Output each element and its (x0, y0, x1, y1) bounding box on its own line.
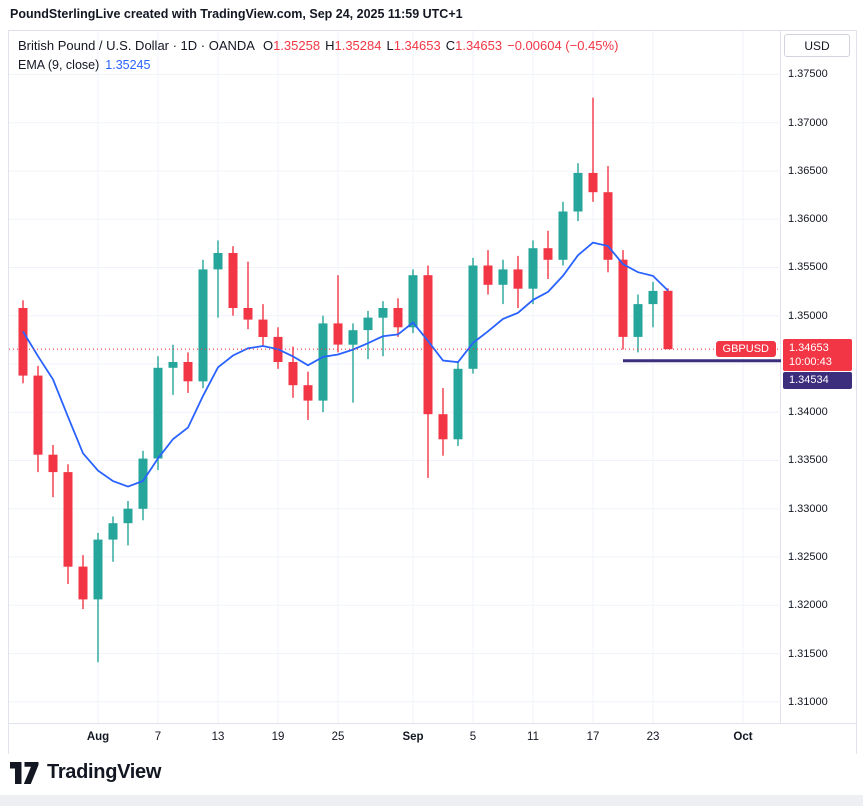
last-price-badge: 1.34653 10:00:43 (783, 339, 852, 371)
chart-legend: British Pound / U.S. Dollar · 1D · OANDA… (18, 38, 618, 72)
price-axis[interactable]: USD 1.37500 1.37000 1.36500 1.36000 1.35500 1… (781, 31, 856, 723)
chart-plot-area[interactable]: British Pound / U.S. Dollar · 1D · OANDA… (9, 31, 781, 723)
tradingview-logo-link[interactable]: TradingView (10, 761, 161, 784)
ohlc-high: H1.35284 (325, 38, 382, 53)
price-tick: 1.31500 (788, 648, 828, 660)
price-tick: 1.37000 (788, 117, 828, 129)
time-tick: Oct (733, 731, 753, 743)
price-tick: 1.36500 (788, 165, 828, 177)
price-tick: 1.32500 (788, 551, 828, 563)
price-tick: 1.33000 (788, 503, 828, 515)
candles (18, 97, 673, 663)
symbol-price-flag: GBPUSD (715, 341, 776, 357)
time-tick: 17 (586, 731, 600, 743)
price-change: −0.00604 (−0.45%) (507, 38, 619, 53)
ohlc-open: O1.35258 (262, 38, 321, 53)
attribution-text: PoundSterlingLive created with TradingVi… (10, 7, 463, 21)
price-tick: 1.37500 (788, 68, 828, 80)
time-tick: 13 (211, 731, 225, 743)
ohlc-low: L1.34653 (386, 38, 441, 53)
level-price-badge: 1.34534 (783, 372, 852, 389)
time-tick: 23 (646, 731, 660, 743)
chart-container: British Pound / U.S. Dollar · 1D · OANDA… (8, 30, 857, 754)
gridlines (9, 31, 781, 723)
time-tick: 7 (154, 731, 162, 743)
ema-line (22, 241, 669, 488)
bar-countdown: 10:00:43 (789, 356, 832, 368)
last-price-value: 1.34653 (789, 342, 829, 354)
time-axis[interactable]: Aug 7 13 19 25 Sep 5 11 17 23 Oct (9, 723, 856, 754)
time-tick: 5 (469, 731, 477, 743)
price-tick: 1.35500 (788, 261, 828, 273)
price-tick: 1.33500 (788, 454, 828, 466)
time-tick: 19 (271, 731, 285, 743)
price-tick: 1.34000 (788, 406, 828, 418)
ohlc-close: C1.34653 (445, 38, 503, 53)
currency-unit-button[interactable]: USD (784, 34, 850, 57)
price-tick: 1.32000 (788, 599, 828, 611)
price-tick: 1.31000 (788, 696, 828, 708)
tradingview-wordmark: TradingView (47, 761, 162, 783)
time-tick: 11 (527, 731, 539, 743)
tradingview-icon (10, 761, 39, 784)
indicator-label[interactable]: EMA (9, close) (18, 58, 100, 72)
indicator-value: 1.35245 (105, 58, 151, 72)
time-tick: 25 (331, 731, 345, 743)
time-tick: Aug (86, 731, 110, 743)
time-tick: Sep (402, 731, 424, 743)
price-tick: 1.36000 (788, 213, 828, 225)
price-tick: 1.35000 (788, 310, 828, 322)
symbol-title[interactable]: British Pound / U.S. Dollar · 1D · OANDA (18, 38, 255, 53)
candlestick-chart[interactable] (9, 31, 781, 723)
page-edge-strip (0, 795, 863, 806)
